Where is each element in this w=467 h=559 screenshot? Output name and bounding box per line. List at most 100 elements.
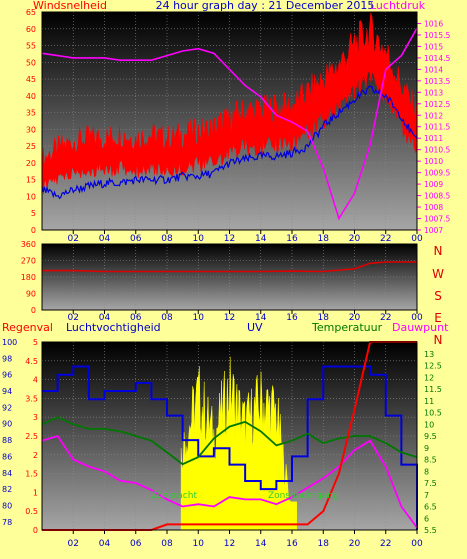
panel-border <box>41 11 418 231</box>
rain-tick-label: 0.5 <box>25 507 38 516</box>
temperature-tick-label: 7 <box>424 491 429 500</box>
temperature-tick-label: 9.5 <box>424 432 437 441</box>
temperature-tick-label: 11 <box>424 397 434 406</box>
rain-tick-label: 1.5 <box>25 470 38 479</box>
pressure-tick-label: 1014 <box>424 65 443 74</box>
temperature-tick-label: 6.5 <box>424 503 437 512</box>
humidity-tick-label: 84 <box>2 469 12 478</box>
wind-average-series <box>41 85 418 200</box>
dewpoint-axis-label: Dauwpunt <box>392 321 449 334</box>
x-tick-label: 02 <box>68 234 79 244</box>
x-tick-label: 22 <box>380 539 391 549</box>
x-tick-label: 06 <box>130 234 142 244</box>
wind-tick-label: 50 <box>26 58 36 67</box>
pressure-tick-label: 1009 <box>424 180 443 189</box>
wind-tick-label: 40 <box>26 92 36 101</box>
uv-axis-label: UV <box>247 321 263 334</box>
x-tick-label: 08 <box>161 234 173 244</box>
temperature-tick-label: 5.5 <box>424 526 437 535</box>
uv-series <box>180 356 297 531</box>
temperature-tick-label: 9 <box>424 444 429 453</box>
x-tick-label: 18 <box>318 313 330 323</box>
direction-tick-label: 360 <box>21 240 36 249</box>
rain-axis-label: Regenval <box>2 321 53 334</box>
humidity-tick-label: 100 <box>2 338 17 347</box>
wind-tick-label: 10 <box>26 192 36 201</box>
humidity-tick-label: 78 <box>2 518 12 527</box>
pressure-tick-label: 1013.5 <box>424 77 450 86</box>
wind-tick-label: 25 <box>26 142 36 151</box>
rain-tick-label: 2.5 <box>25 432 38 441</box>
compass-label: N <box>434 244 443 258</box>
x-tick-label: 20 <box>349 539 361 549</box>
wind-tick-label: 45 <box>26 75 36 84</box>
temperature-tick-label: 10 <box>424 420 434 429</box>
pressure-tick-label: 1012 <box>424 111 443 120</box>
wind-direction-series <box>42 261 417 273</box>
pressure-tick-label: 1009.5 <box>424 169 450 178</box>
chart-marks <box>41 12 418 531</box>
pressure-tick-label: 1016 <box>424 19 443 28</box>
chart-title: 24 hour graph day : 21 December 2015 <box>156 0 375 12</box>
wind-tick-label: 15 <box>26 176 36 185</box>
wind-tick-label: 65 <box>26 8 36 17</box>
pressure-tick-label: 1015 <box>424 42 443 51</box>
rain-tick-label: 3 <box>33 413 38 422</box>
x-tick-label: 14 <box>255 313 267 323</box>
x-tick-label: 00 <box>411 234 423 244</box>
humidity-tick-label: 90 <box>2 420 12 429</box>
pressure-series <box>41 27 418 221</box>
x-tick-label: 08 <box>161 313 173 323</box>
rain-tick-label: 2 <box>33 451 38 460</box>
direction-tick-label: 180 <box>21 273 36 282</box>
pressure-tick-label: 1013 <box>424 88 443 97</box>
humidity-axis-label: Luchtvochtigheid <box>66 321 161 334</box>
humidity-tick-label: 96 <box>2 371 12 380</box>
wind-tick-label: 0 <box>31 226 36 235</box>
temperature-tick-label: 11.5 <box>424 385 442 394</box>
x-tick-label: 14 <box>255 539 267 549</box>
humidity-tick-label: 80 <box>2 501 12 510</box>
compass-label: N <box>434 333 443 347</box>
x-tick-label: 14 <box>255 234 267 244</box>
x-tick-label: 10 <box>193 313 205 323</box>
x-tick-label: 04 <box>99 539 111 549</box>
panel-border <box>41 341 418 531</box>
x-tick-label: 22 <box>380 313 391 323</box>
x-tick-label: 20 <box>349 234 361 244</box>
x-tick-label: 06 <box>130 539 142 549</box>
x-tick-label: 04 <box>99 313 111 323</box>
pressure-tick-label: 1008.5 <box>424 192 450 201</box>
humidity-tick-label: 88 <box>2 436 12 445</box>
pressure-tick-label: 1010 <box>424 157 443 166</box>
wind-tick-label: 55 <box>26 42 36 51</box>
humidity-tick-label: 98 <box>2 354 12 363</box>
pressure-tick-label: 1012.5 <box>424 100 450 109</box>
x-tick-label: 10 <box>193 539 205 549</box>
rain-tick-label: 5 <box>33 338 38 347</box>
temperature-series <box>41 416 418 466</box>
humidity-series <box>42 365 418 530</box>
temperature-tick-label: 12 <box>424 373 434 382</box>
pressure-tick-label: 1007 <box>424 226 443 235</box>
x-tick-label: 10 <box>193 234 205 244</box>
x-tick-label: 04 <box>99 234 111 244</box>
x-tick-label: 18 <box>318 539 330 549</box>
pressure-axis-label: Luchtdruk <box>370 0 426 12</box>
compass-label: S <box>434 289 442 303</box>
panel-border <box>41 243 418 311</box>
pressure-tick-label: 1011.5 <box>424 123 450 132</box>
humidity-tick-label: 86 <box>2 452 12 461</box>
pressure-tick-label: 1015.5 <box>424 31 450 40</box>
sunrise-label: Zonkracht <box>151 491 197 501</box>
pressure-tick-label: 1010.5 <box>424 146 450 155</box>
x-tick-label: 16 <box>286 234 298 244</box>
wind-tick-label: 20 <box>26 159 36 168</box>
rain-tick-label: 4 <box>33 376 38 385</box>
x-tick-label: 18 <box>318 234 330 244</box>
x-tick-label: 06 <box>130 313 142 323</box>
humidity-tick-label: 94 <box>2 387 12 396</box>
